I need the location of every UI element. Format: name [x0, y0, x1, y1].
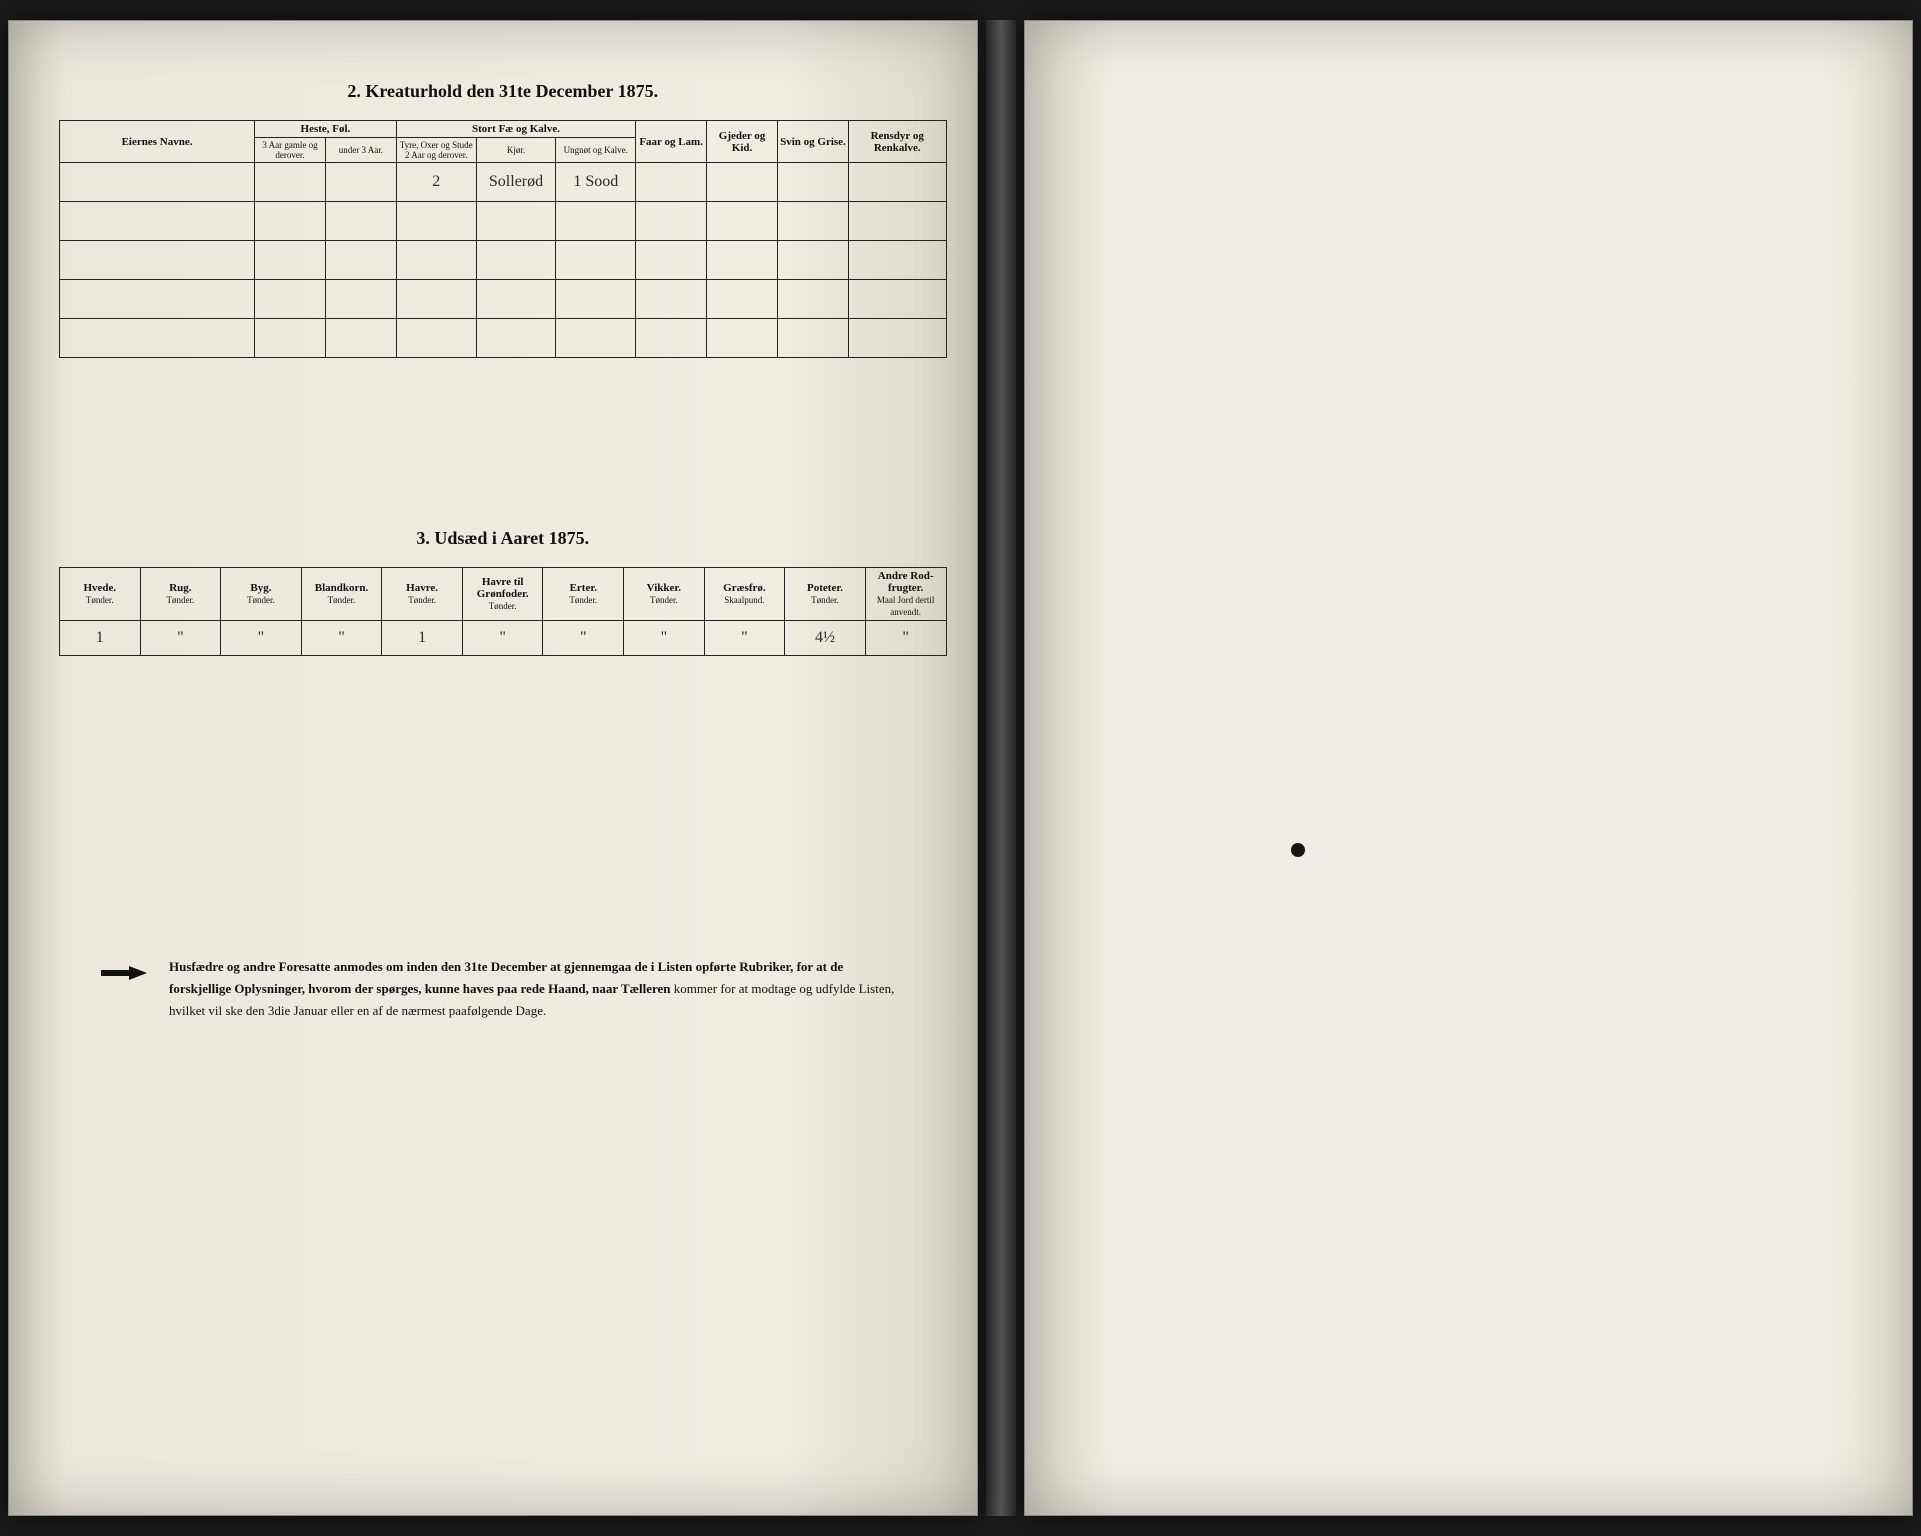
cell	[325, 163, 396, 202]
table-row	[60, 241, 947, 280]
th-heste: Heste, Føl.	[255, 121, 397, 138]
cell	[60, 319, 255, 358]
cell: "	[301, 621, 382, 656]
cell: "	[543, 621, 624, 656]
udsaed-table: Hvede.Tønder. Rug.Tønder. Byg.Tønder. Bl…	[59, 567, 947, 656]
th-faar: Faar og Lam.	[636, 121, 707, 163]
cell	[778, 163, 849, 202]
table-row	[60, 319, 947, 358]
th-hvede: Hvede.Tønder.	[60, 568, 141, 621]
book-gutter	[986, 20, 1016, 1516]
table-row: 1 " " " 1 " " " " 4½ "	[60, 621, 947, 656]
footer-note: Husfædre og andre Foresatte anmodes om i…	[59, 956, 947, 1022]
th-gjeder: Gjeder og Kid.	[707, 121, 778, 163]
cell	[707, 163, 778, 202]
cell: "	[462, 621, 543, 656]
footer-text: Husfædre og andre Foresatte anmodes om i…	[169, 956, 907, 1022]
pointing-hand-icon	[99, 960, 149, 986]
cell	[60, 241, 255, 280]
cell: "	[140, 621, 221, 656]
spacer	[59, 358, 947, 518]
th-havretil: Havre til Grønfoder.Tønder.	[462, 568, 543, 621]
cell	[60, 280, 255, 319]
th-graesfro: Græsfrø.Skaalpund.	[704, 568, 785, 621]
kreatur-table: Eiernes Navne. Heste, Føl. Stort Fæ og K…	[59, 120, 947, 358]
cell	[636, 163, 707, 202]
th-havre: Havre.Tønder.	[382, 568, 463, 621]
th-heste-sub2: under 3 Aar.	[325, 138, 396, 163]
cell: "	[704, 621, 785, 656]
table-row: 2 Sollerød 1 Sood	[60, 163, 947, 202]
book-spread: 2. Kreaturhold den 31te December 1875. E…	[0, 0, 1921, 1536]
section3-title: 3. Udsæd i Aaret 1875.	[59, 528, 947, 549]
kreatur-tbody: 2 Sollerød 1 Sood	[60, 163, 947, 358]
cell: 2	[396, 163, 476, 202]
th-eiernes: Eiernes Navne.	[60, 121, 255, 163]
cell: "	[865, 621, 946, 656]
th-vikker: Vikker.Tønder.	[624, 568, 705, 621]
th-erter: Erter.Tønder.	[543, 568, 624, 621]
cell	[255, 163, 326, 202]
th-heste-sub1: 3 Aar gamle og derover.	[255, 138, 326, 163]
cell: Sollerød	[476, 163, 556, 202]
table-row	[60, 202, 947, 241]
th-stort-sub2: Kjør.	[476, 138, 556, 163]
cell: "	[624, 621, 705, 656]
th-rensdyr: Rensdyr og Renkalve.	[848, 121, 946, 163]
cell: 1 Sood	[556, 163, 636, 202]
table-row	[60, 280, 947, 319]
th-stort-sub1: Tyre, Oxer og Stude 2 Aar og derover.	[396, 138, 476, 163]
cell: 1	[382, 621, 463, 656]
th-andre: Andre Rod-frugter.Maal Jord dertil anven…	[865, 568, 946, 621]
section2-title: 2. Kreaturhold den 31te December 1875.	[59, 81, 947, 102]
th-stort-sub3: Ungnøt og Kalve.	[556, 138, 636, 163]
cell	[60, 202, 255, 241]
cell	[848, 163, 946, 202]
th-svin: Svin og Grise.	[778, 121, 849, 163]
th-byg: Byg.Tønder.	[221, 568, 302, 621]
cell: "	[221, 621, 302, 656]
right-page	[1024, 20, 1914, 1516]
th-poteter: Poteter.Tønder.	[785, 568, 866, 621]
cell	[60, 163, 255, 202]
th-blandkorn: Blandkorn.Tønder.	[301, 568, 382, 621]
left-page: 2. Kreaturhold den 31te December 1875. E…	[8, 20, 978, 1516]
th-stort: Stort Fæ og Kalve.	[396, 121, 635, 138]
cell: 1	[60, 621, 141, 656]
th-rug: Rug.Tønder.	[140, 568, 221, 621]
cell: 4½	[785, 621, 866, 656]
